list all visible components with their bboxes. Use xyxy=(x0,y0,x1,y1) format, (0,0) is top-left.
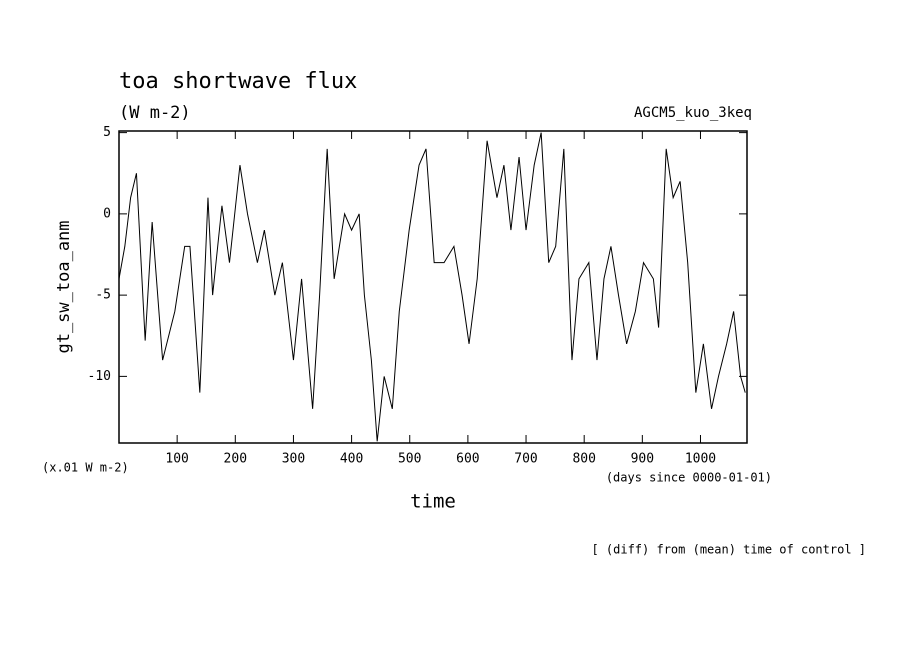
plot-frame xyxy=(118,130,748,444)
chart-subtitle: (W m-2) xyxy=(119,103,191,123)
x-units: (days since 0000-01-01) xyxy=(606,471,772,485)
footnote: [ (diff) from (mean) time of control ] xyxy=(591,543,866,557)
model-label: AGCM5_kuo_3keq xyxy=(634,105,752,121)
y-axis-label: gt_sw_toa_anm xyxy=(54,220,74,353)
x-tick-label: 900 xyxy=(631,452,654,467)
scale-note: (x.01 W m-2) xyxy=(42,461,129,475)
x-axis-label: time xyxy=(410,491,456,513)
x-tick-label: 500 xyxy=(398,452,421,467)
x-tick-label: 300 xyxy=(282,452,305,467)
x-tick-label: 800 xyxy=(572,452,595,467)
y-tick-label: -10 xyxy=(88,369,111,384)
chart-title: toa shortwave flux xyxy=(119,69,357,94)
x-tick-label: 600 xyxy=(456,452,479,467)
y-tick-label: 0 xyxy=(103,206,111,221)
y-tick-label: 5 xyxy=(103,125,111,140)
data-line xyxy=(118,132,746,442)
x-tick-label: 1000 xyxy=(685,452,716,467)
x-tick-label: 100 xyxy=(165,452,188,467)
x-tick-label: 200 xyxy=(224,452,247,467)
x-tick-label: 700 xyxy=(514,452,537,467)
y-tick-label: -5 xyxy=(95,288,111,303)
x-tick-label: 400 xyxy=(340,452,363,467)
